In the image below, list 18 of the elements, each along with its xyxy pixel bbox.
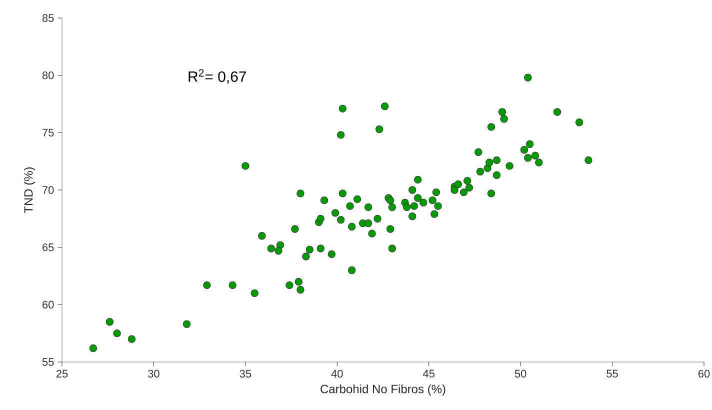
y-tick-label: 75 xyxy=(42,128,54,137)
x-tick-label: 30 xyxy=(148,370,160,378)
x-tick-label: 55 xyxy=(606,370,618,378)
y-tick-label: 80 xyxy=(42,71,54,80)
y-axis-title: TND (%) xyxy=(24,167,36,214)
x-tick-label: 60 xyxy=(698,370,710,378)
x-tick-label: 45 xyxy=(422,370,435,378)
x-tick-label: 35 xyxy=(240,370,252,378)
y-tick-label: 60 xyxy=(42,300,54,309)
y-tick-label: 70 xyxy=(42,186,54,194)
y-tick-label: 85 xyxy=(42,14,54,22)
y-tick-label: 55 xyxy=(42,358,54,366)
x-tick-label: 25 xyxy=(56,370,68,378)
y-tick-label: 65 xyxy=(42,243,54,252)
x-tick-label: 50 xyxy=(514,370,526,378)
x-tick-label: 40 xyxy=(331,370,343,378)
x-axis-title: Carbohid No Fibros (%) xyxy=(320,384,446,396)
annotation: R$^{2}$= 0,67 xyxy=(188,69,246,84)
